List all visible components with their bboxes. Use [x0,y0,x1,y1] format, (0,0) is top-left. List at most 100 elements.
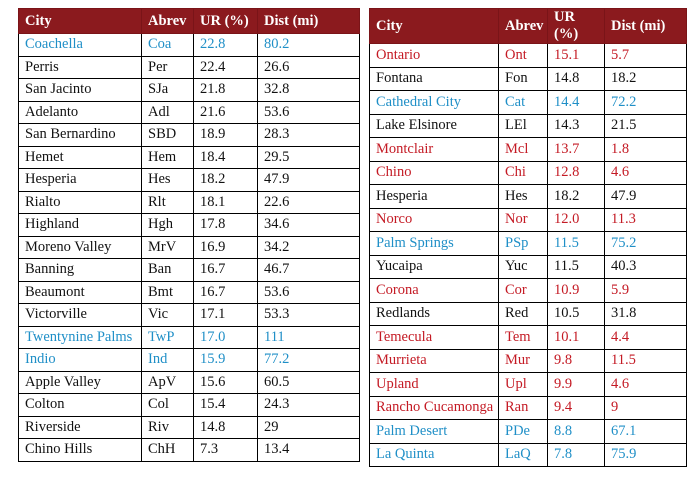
right-table-body: Ontario Ont 15.1 5.7 Fontana Fon 14.8 18.2 Cathe… [369,43,687,467]
cell-dist: 34.2 [257,235,360,259]
cell-ur: 7.8 [547,442,605,467]
cell-ur: 17.0 [193,325,258,349]
table-row: Chino Hills ChH 7.3 13.4 [18,438,360,462]
cell-dist: 5.7 [604,43,687,68]
table-row: Adelanto Adl 21.6 53.6 [18,100,360,124]
cell-ur: 18.2 [193,168,258,192]
left-city-table: City Abrev UR (%) Dist (mi) Coachella Coa… [18,8,360,462]
header-row: City Abrev UR (%) Dist (mi) [369,8,687,44]
cell-ur: 15.4 [193,393,258,417]
cell-city: Chino Hills [18,438,142,462]
cell-abrev: ChH [141,438,194,462]
cell-abrev: Ban [141,258,194,282]
cell-ur: 14.8 [193,415,258,439]
cell-city: Highland [18,213,142,237]
cell-city: Chino [369,160,499,185]
table-row: Chino Chi 12.8 4.6 [369,160,687,185]
cell-dist: 4.4 [604,325,687,350]
table-row: Rancho Cucamonga Ran 9.4 9 [369,395,687,420]
cell-abrev: Cat [498,90,548,115]
cell-abrev: Yuc [498,254,548,279]
cell-city: Lake Elsinore [369,113,499,138]
cell-dist: 75.2 [604,231,687,256]
cell-dist: 80.2 [257,33,360,57]
header-abrev: Abrev [141,8,194,34]
cell-city: Hesperia [369,184,499,209]
cell-city: Rialto [18,190,142,214]
cell-city: Upland [369,372,499,397]
table-row: Palm Desert PDe 8.8 67.1 [369,419,687,444]
cell-abrev: ApV [141,370,194,394]
cell-dist: 11.3 [604,207,687,232]
table-row: Beaumont Bmt 16.7 53.6 [18,280,360,304]
cell-dist: 29.5 [257,145,360,169]
cell-ur: 16.7 [193,280,258,304]
header-ur: UR (%) [547,8,605,44]
cell-ur: 16.7 [193,258,258,282]
cell-dist: 72.2 [604,90,687,115]
cell-ur: 18.2 [547,184,605,209]
table-row: Lake Elsinore LEl 14.3 21.5 [369,113,687,138]
cell-dist: 53.3 [257,303,360,327]
table-row: Moreno Valley MrV 16.9 34.2 [18,235,360,259]
cell-ur: 17.1 [193,303,258,327]
cell-abrev: Coa [141,33,194,57]
cell-dist: 111 [257,325,360,349]
table-row: Redlands Red 10.5 31.8 [369,301,687,326]
cell-dist: 53.6 [257,280,360,304]
cell-ur: 8.8 [547,419,605,444]
cell-dist: 32.8 [257,78,360,102]
table-row: Ontario Ont 15.1 5.7 [369,43,687,68]
cell-city: Palm Desert [369,419,499,444]
cell-abrev: PDe [498,419,548,444]
cell-ur: 9.8 [547,348,605,373]
cell-abrev: Rlt [141,190,194,214]
table-row: Hesperia Hes 18.2 47.9 [369,184,687,209]
cell-abrev: Hes [141,168,194,192]
cell-abrev: SBD [141,123,194,147]
cell-ur: 13.7 [547,137,605,162]
cell-dist: 34.6 [257,213,360,237]
cell-ur: 9.4 [547,395,605,420]
cell-dist: 5.9 [604,278,687,303]
cell-abrev: Cor [498,278,548,303]
table-row: Temecula Tem 10.1 4.4 [369,325,687,350]
cell-ur: 12.0 [547,207,605,232]
table-row: Palm Springs PSp 11.5 75.2 [369,231,687,256]
table-row: Murrieta Mur 9.8 11.5 [369,348,687,373]
cell-abrev: Hes [498,184,548,209]
table-row: La Quinta LaQ 7.8 75.9 [369,442,687,467]
cell-dist: 28.3 [257,123,360,147]
cell-dist: 47.9 [257,168,360,192]
cell-abrev: Nor [498,207,548,232]
cell-ur: 18.1 [193,190,258,214]
cell-abrev: Bmt [141,280,194,304]
cell-ur: 7.3 [193,438,258,462]
right-city-table: City Abrev UR (%) Dist (mi) Ontario Ont 15… [369,8,687,467]
cell-abrev: Ran [498,395,548,420]
cell-abrev: Upl [498,372,548,397]
cell-ur: 14.3 [547,113,605,138]
table-row: Coachella Coa 22.8 80.2 [18,33,360,57]
table-row: Montclair Mcl 13.7 1.8 [369,137,687,162]
cell-abrev: Ind [141,348,194,372]
cell-dist: 75.9 [604,442,687,467]
cell-abrev: MrV [141,235,194,259]
cell-abrev: TwP [141,325,194,349]
cell-abrev: Riv [141,415,194,439]
cell-city: Twentynine Palms [18,325,142,349]
cell-abrev: Mur [498,348,548,373]
cell-city: Fontana [369,66,499,91]
cell-ur: 15.9 [193,348,258,372]
cell-dist: 40.3 [604,254,687,279]
cell-city: Palm Springs [369,231,499,256]
table-row: Riverside Riv 14.8 29 [18,415,360,439]
table-row: Norco Nor 12.0 11.3 [369,207,687,232]
cell-city: Cathedral City [369,90,499,115]
cell-city: Redlands [369,301,499,326]
cell-city: Murrieta [369,348,499,373]
cell-ur: 10.1 [547,325,605,350]
cell-city: San Jacinto [18,78,142,102]
cell-city: Indio [18,348,142,372]
cell-city: Corona [369,278,499,303]
